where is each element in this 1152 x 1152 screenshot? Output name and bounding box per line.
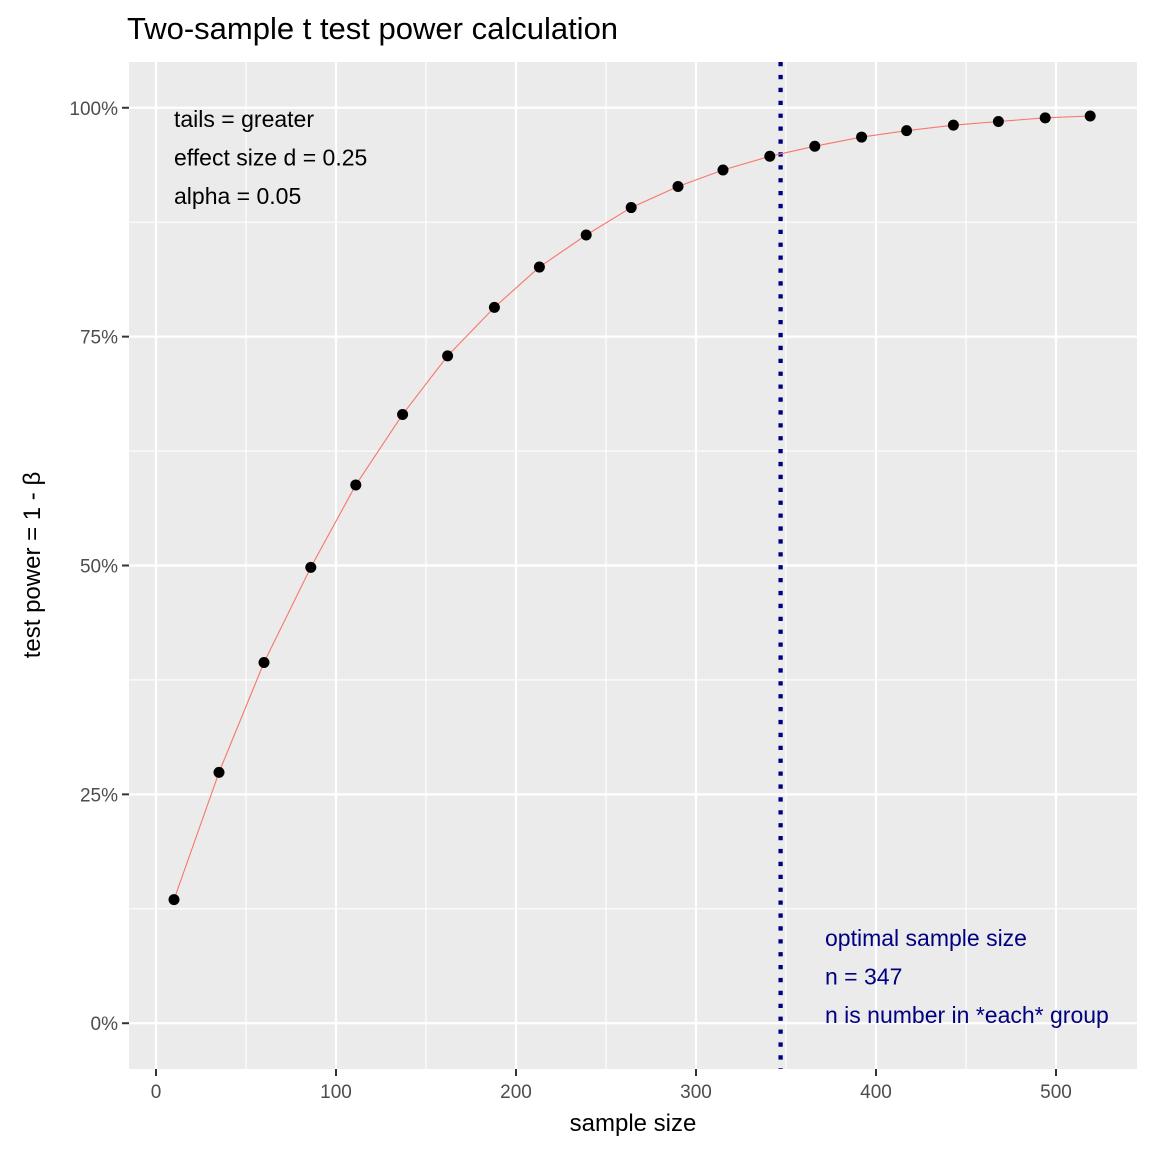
- data-point: [717, 164, 729, 176]
- data-point: [1084, 110, 1096, 122]
- x-tick-label: 0: [151, 1082, 162, 1103]
- params-annotation: alpha = 0.05: [174, 183, 301, 209]
- data-point: [1039, 112, 1051, 124]
- data-point: [397, 408, 409, 420]
- data-point: [258, 657, 270, 669]
- series-layer: [168, 110, 1096, 906]
- x-tick-label: 400: [860, 1082, 892, 1103]
- y-tick-label: 100%: [69, 99, 118, 120]
- data-point: [764, 150, 776, 162]
- data-point: [213, 766, 225, 778]
- params-annotation: effect size d = 0.25: [174, 145, 367, 171]
- axes-layer: 0 100 200 300 400 500 0% 25% 50% 75% 100%: [69, 99, 1071, 1103]
- grid-major: [129, 62, 1137, 1069]
- y-tick-label: 50%: [80, 557, 118, 578]
- x-tick-label: 300: [680, 1082, 712, 1103]
- data-point: [305, 561, 317, 573]
- y-tick-label: 75%: [80, 328, 118, 349]
- x-axis-title: sample size: [570, 1110, 697, 1137]
- optimal-n-annotation: n = 347: [825, 964, 902, 990]
- data-point: [533, 261, 545, 273]
- y-tick-label: 0%: [91, 1014, 119, 1035]
- params-annotation: tails = greater: [174, 106, 314, 132]
- y-axis-title: test power = 1 - β: [19, 472, 46, 659]
- chart-title: Two-sample t test power calculation: [127, 11, 618, 46]
- data-point: [901, 125, 913, 137]
- data-point: [580, 229, 592, 241]
- data-point: [947, 119, 959, 131]
- annotation-layer: tails = greater effect size d = 0.25 alpha…: [174, 106, 1109, 1028]
- data-point: [992, 116, 1004, 128]
- data-point: [625, 202, 637, 214]
- data-point: [809, 140, 821, 152]
- data-point: [856, 131, 868, 143]
- data-point: [488, 301, 500, 313]
- data-point: [350, 479, 362, 491]
- optimal-n-annotation: n is number in *each* group: [825, 1002, 1109, 1028]
- y-tick-label: 25%: [80, 785, 118, 806]
- x-tick-label: 100: [320, 1082, 352, 1103]
- x-tick-label: 500: [1040, 1082, 1072, 1103]
- data-point: [442, 350, 454, 362]
- data-point: [672, 181, 684, 193]
- x-tick-label: 200: [500, 1082, 532, 1103]
- optimal-n-annotation: optimal sample size: [825, 925, 1027, 951]
- data-point: [168, 894, 180, 906]
